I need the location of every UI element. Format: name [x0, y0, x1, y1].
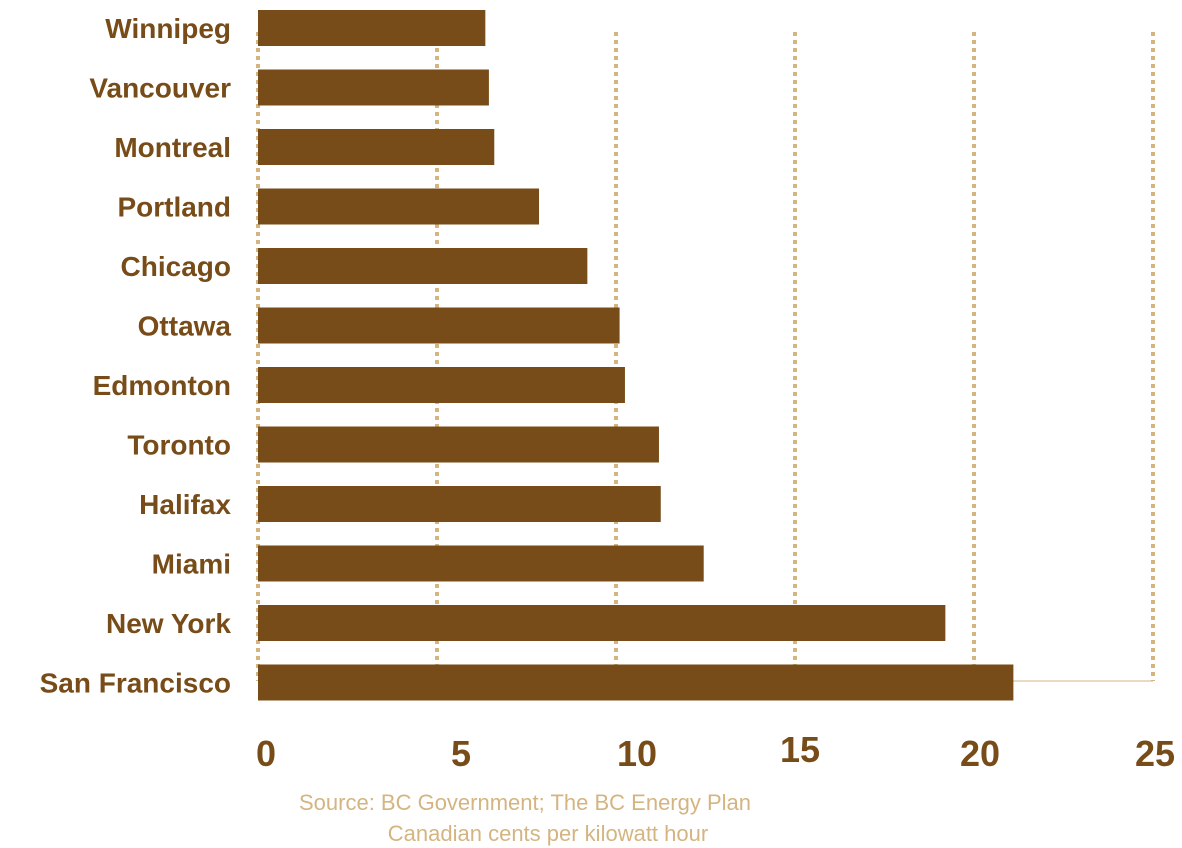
bar-toronto — [258, 426, 659, 463]
unit-note: Canadian cents per kilowatt hour — [388, 821, 708, 846]
x-tick-label-20: 20 — [960, 733, 1000, 774]
source-note: Source: BC Government; The BC Energy Pla… — [299, 790, 751, 815]
x-tick-label-5: 5 — [451, 733, 471, 774]
x-tick-labels: 0 5 10 15 20 25 — [256, 729, 1175, 774]
bar-vancouver — [258, 69, 489, 106]
category-label-montreal: Montreal — [114, 132, 231, 163]
bar-halifax — [258, 486, 661, 522]
category-label-toronto: Toronto — [127, 430, 231, 461]
category-label-halifax: Halifax — [139, 489, 231, 520]
x-tick-label-25: 25 — [1135, 733, 1175, 774]
x-tick-label-15: 15 — [780, 729, 820, 770]
x-tick-label-0: 0 — [256, 733, 276, 774]
category-label-san-francisco: San Francisco — [40, 668, 231, 699]
bar-portland — [258, 188, 540, 225]
category-label-portland: Portland — [117, 192, 231, 223]
x-tick-label-10: 10 — [617, 733, 657, 774]
category-label-winnipeg: Winnipeg — [105, 13, 231, 44]
category-label-edmonton: Edmonton — [93, 370, 231, 401]
category-label-vancouver: Vancouver — [89, 73, 231, 104]
bar-new-york — [258, 605, 946, 641]
bar-ottawa — [258, 307, 620, 344]
bar-san-francisco — [258, 664, 1014, 701]
bar-edmonton — [258, 367, 625, 403]
bar-winnipeg — [258, 10, 486, 46]
category-label-new-york: New York — [106, 608, 231, 639]
category-label-miami: Miami — [152, 549, 231, 580]
bars — [258, 10, 1014, 701]
bar-montreal — [258, 129, 495, 165]
category-label-chicago: Chicago — [121, 251, 231, 282]
bar-chicago — [258, 248, 588, 284]
category-labels: Winnipeg Vancouver Montreal Portland Chicago… — [40, 13, 232, 699]
category-label-ottawa: Ottawa — [138, 311, 232, 342]
bar-miami — [258, 545, 704, 582]
